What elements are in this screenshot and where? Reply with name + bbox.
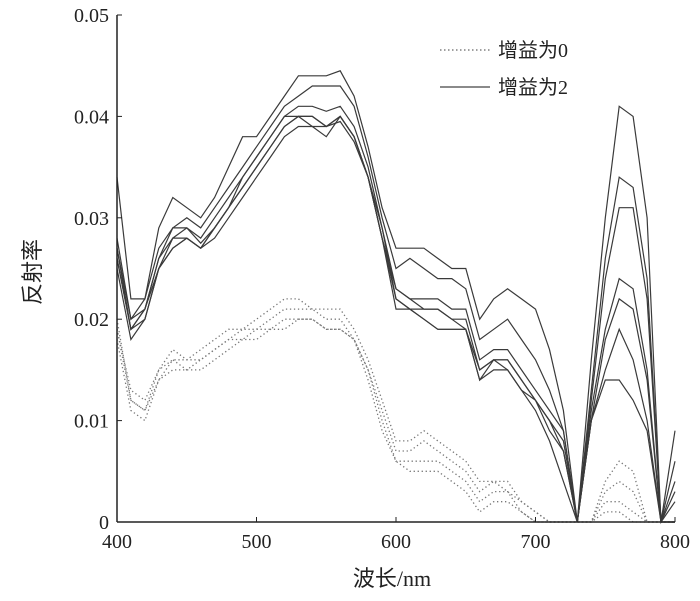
- dotted-series-line-10: [116, 318, 675, 523]
- y-tick-label: 0.05: [74, 5, 109, 27]
- y-axis-label: 反射率: [20, 239, 45, 305]
- tick-layer: 400 500 600 700 800 0 0.01 0.02 0.03 0.04 0.05: [74, 5, 690, 553]
- solid-series-line-6: [116, 115, 675, 523]
- legend: 增益为0 增益为2: [440, 39, 568, 99]
- legend-label-gain-0: 增益为0: [498, 39, 568, 62]
- y-tick-label: 0.03: [74, 208, 109, 230]
- legend-label-gain-2: 增益为2: [498, 76, 568, 99]
- solid-series-line-2: [116, 105, 676, 523]
- x-tick-label: 400: [102, 531, 132, 553]
- series-layer: [116, 70, 676, 525]
- y-tick-label: 0.01: [74, 411, 109, 433]
- solid-series-line-0: [116, 70, 676, 523]
- x-tick-label: 600: [381, 531, 411, 553]
- solid-series-line-4: [116, 120, 676, 524]
- x-tick-label: 800: [660, 531, 690, 553]
- solid-series-line-1: [116, 85, 676, 523]
- y-tick-label: 0.04: [74, 106, 109, 128]
- y-tick-label: 0: [99, 512, 109, 534]
- x-axis-label: 波长/nm: [353, 566, 431, 591]
- x-tick-label: 500: [242, 531, 272, 553]
- dotted-series-line-8: [116, 308, 675, 523]
- y-tick-label: 0.02: [74, 309, 109, 331]
- x-tick-label: 700: [521, 531, 551, 553]
